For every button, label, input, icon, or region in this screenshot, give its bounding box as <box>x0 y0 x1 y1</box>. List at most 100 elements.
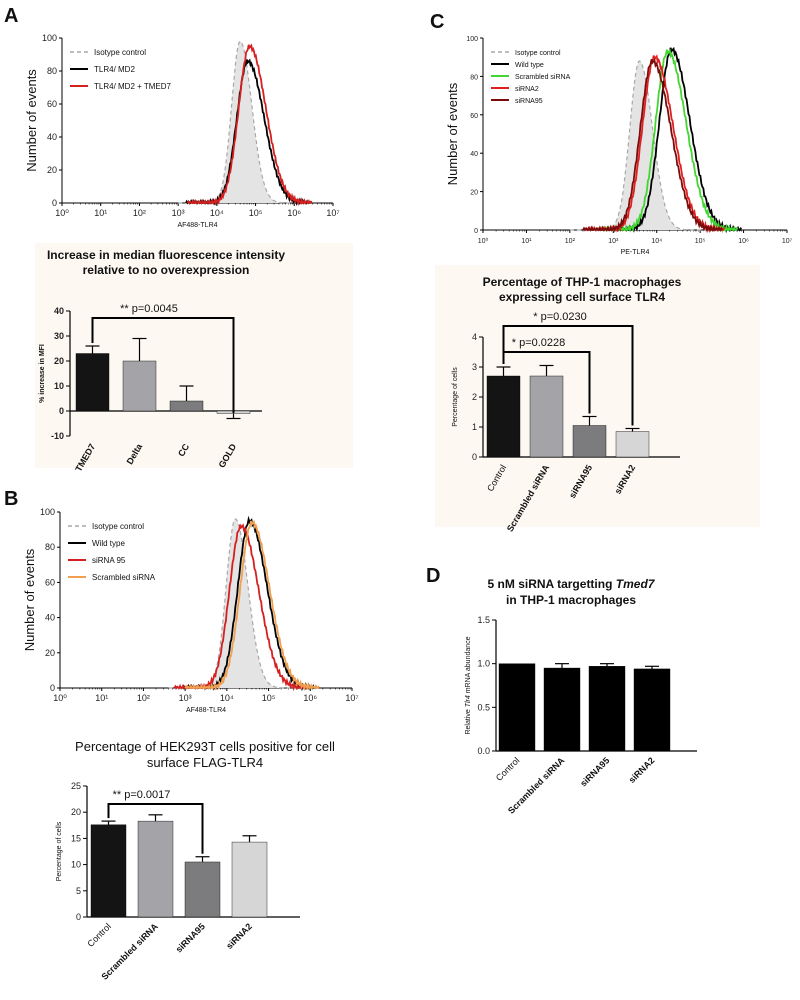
bar-control <box>90 824 127 918</box>
x-tick-label: 10⁶ <box>303 693 317 703</box>
d-bar-title-line2: in THP-1 macrophages <box>506 593 636 607</box>
y-tick-label: 1.5 <box>477 615 490 625</box>
series-line-3 <box>184 520 320 692</box>
y-axis-label: Relative Tlr4 mRNA abundance <box>465 636 472 734</box>
b-bar-title-line2: surface FLAG-TLR4 <box>147 755 263 770</box>
significance-label: * p=0.0228 <box>512 337 566 349</box>
legend-label: Wild type <box>515 62 544 69</box>
legend-label: siRNA2 <box>515 86 539 93</box>
bar-tmed7 <box>75 353 110 412</box>
x-tick-label: 10² <box>133 208 146 218</box>
legend-label: Isotype control <box>92 522 144 531</box>
legend-label: Isotype control <box>94 48 146 57</box>
y-tick-label: 4 <box>472 332 477 342</box>
x-tick-label: 10² <box>565 238 576 245</box>
x-tick-label: 10³ <box>172 208 185 218</box>
y-axis-label: Number of events <box>24 69 39 172</box>
y-axis-label: % increase in MFI <box>39 344 46 403</box>
y-axis-label: Percentage of cells <box>452 367 459 427</box>
bar-delta <box>122 360 157 412</box>
significance-bracket <box>107 803 204 854</box>
category-label: siRNA95 <box>578 755 611 788</box>
legend-label: Scrambled siRNA <box>515 74 571 81</box>
y-tick-label: 80 <box>47 66 57 76</box>
y-label-part: mRNA abundance <box>465 636 472 695</box>
bar-sirna95 <box>588 666 626 752</box>
hist-a-hist: 0 20 40 60 80 100 10⁰ 10¹ 10² 10³ 10⁴ 10⁵ 10⁶ 10⁷ AF48… <box>24 33 340 229</box>
a-bar-title-line2: relative to no overexpression <box>83 263 250 277</box>
y-tick-label: 20 <box>45 648 55 658</box>
y-tick-label: 100 <box>466 36 478 43</box>
y-axis-label: Percentage of cells <box>56 821 63 881</box>
bar-scrambled-sirna <box>543 667 581 752</box>
x-tick-label: 10⁷ <box>345 693 358 703</box>
bar-sirna2 <box>615 431 650 458</box>
significance-label: * p=0.0230 <box>533 311 587 323</box>
y-axis-label: Number of events <box>22 548 37 651</box>
category-label: Control <box>85 921 113 949</box>
bar-control <box>498 663 536 752</box>
y-tick-label: 10 <box>71 860 81 870</box>
category-label: siRNA2 <box>627 755 657 785</box>
y-axis-label: Number of events <box>445 82 460 185</box>
y-tick-label: 0 <box>76 912 81 922</box>
x-axis-label: AF488-TLR4 <box>186 707 226 714</box>
x-axis-label: AF488-TLR4 <box>177 222 217 229</box>
x-tick-label: 10⁴ <box>210 208 224 218</box>
y-tick-label: 60 <box>45 577 55 587</box>
x-tick-label: 10⁶ <box>287 208 301 218</box>
y-tick-label: 3 <box>472 362 477 372</box>
d-bar-title-line1: 5 nM siRNA targetting Tmed7 <box>488 577 656 591</box>
y-label-part: Relative <box>465 707 472 734</box>
x-tick-label: 10⁷ <box>326 208 339 218</box>
y-tick-label: -10 <box>51 431 64 441</box>
x-tick-label: 10⁴ <box>220 693 234 703</box>
y-tick-label: 0.5 <box>477 702 490 712</box>
legend-label: TLR4/ MD2 + TMED7 <box>94 82 172 91</box>
y-tick-label: 0 <box>472 452 477 462</box>
x-tick-label: 10¹ <box>94 208 107 218</box>
significance-label: ** p=0.0045 <box>120 303 178 315</box>
y-tick-label: 2 <box>472 392 477 402</box>
c-bar-title-line1: Percentage of THP-1 macrophages <box>483 275 682 289</box>
y-tick-label: 30 <box>54 331 64 341</box>
x-tick-label: 10⁷ <box>782 238 793 245</box>
hist-c-hist: 0 20 40 60 80 100 10⁰ 10¹ 10² 10³ 10⁴ 10⁵ 10⁶ 10⁷ PE-T… <box>445 36 793 256</box>
y-tick-label: 60 <box>470 113 478 120</box>
x-tick-label: 10⁰ <box>55 208 69 218</box>
panel-label-c: C <box>430 11 444 33</box>
y-tick-label: 100 <box>42 33 57 43</box>
y-tick-label: 5 <box>76 886 81 896</box>
panel-label-d: D <box>426 565 440 587</box>
y-label-gene: Tlr4 <box>465 695 472 707</box>
legend-label: Scrambled siRNA <box>92 573 156 582</box>
bar-sirna95 <box>572 425 607 458</box>
bar-control <box>486 375 521 458</box>
x-tick-label: 10⁶ <box>738 238 749 245</box>
legend-label: siRNA 95 <box>92 556 126 565</box>
y-tick-label: 0 <box>50 683 55 693</box>
panel-label-a: A <box>4 5 18 27</box>
y-tick-label: 15 <box>71 833 81 843</box>
x-tick-label: 10² <box>137 693 150 703</box>
y-tick-label: 80 <box>470 74 478 81</box>
bar-cc <box>169 400 204 412</box>
bar-sirna2 <box>633 668 671 752</box>
significance-bracket <box>502 325 634 426</box>
x-tick-label: 10³ <box>179 693 192 703</box>
x-tick-label: 10³ <box>608 238 619 245</box>
x-tick-label: 10⁰ <box>478 237 489 245</box>
x-tick-label: 10⁵ <box>695 238 706 245</box>
significance-label: ** p=0.0017 <box>113 789 171 801</box>
y-tick-label: 0 <box>52 198 57 208</box>
y-tick-label: 0.0 <box>477 746 490 756</box>
bar-scrambled-sirna <box>137 820 174 918</box>
y-tick-label: 10 <box>54 381 64 391</box>
bar-chart-d-bar: 0.0 0.5 1.0 1.5 Relative Tlr4 mRNA abundance… <box>465 615 697 816</box>
y-tick-label: 40 <box>45 613 55 623</box>
series-isotype-fill <box>178 41 303 203</box>
y-tick-label: 20 <box>54 356 64 366</box>
y-tick-label: 20 <box>47 165 57 175</box>
